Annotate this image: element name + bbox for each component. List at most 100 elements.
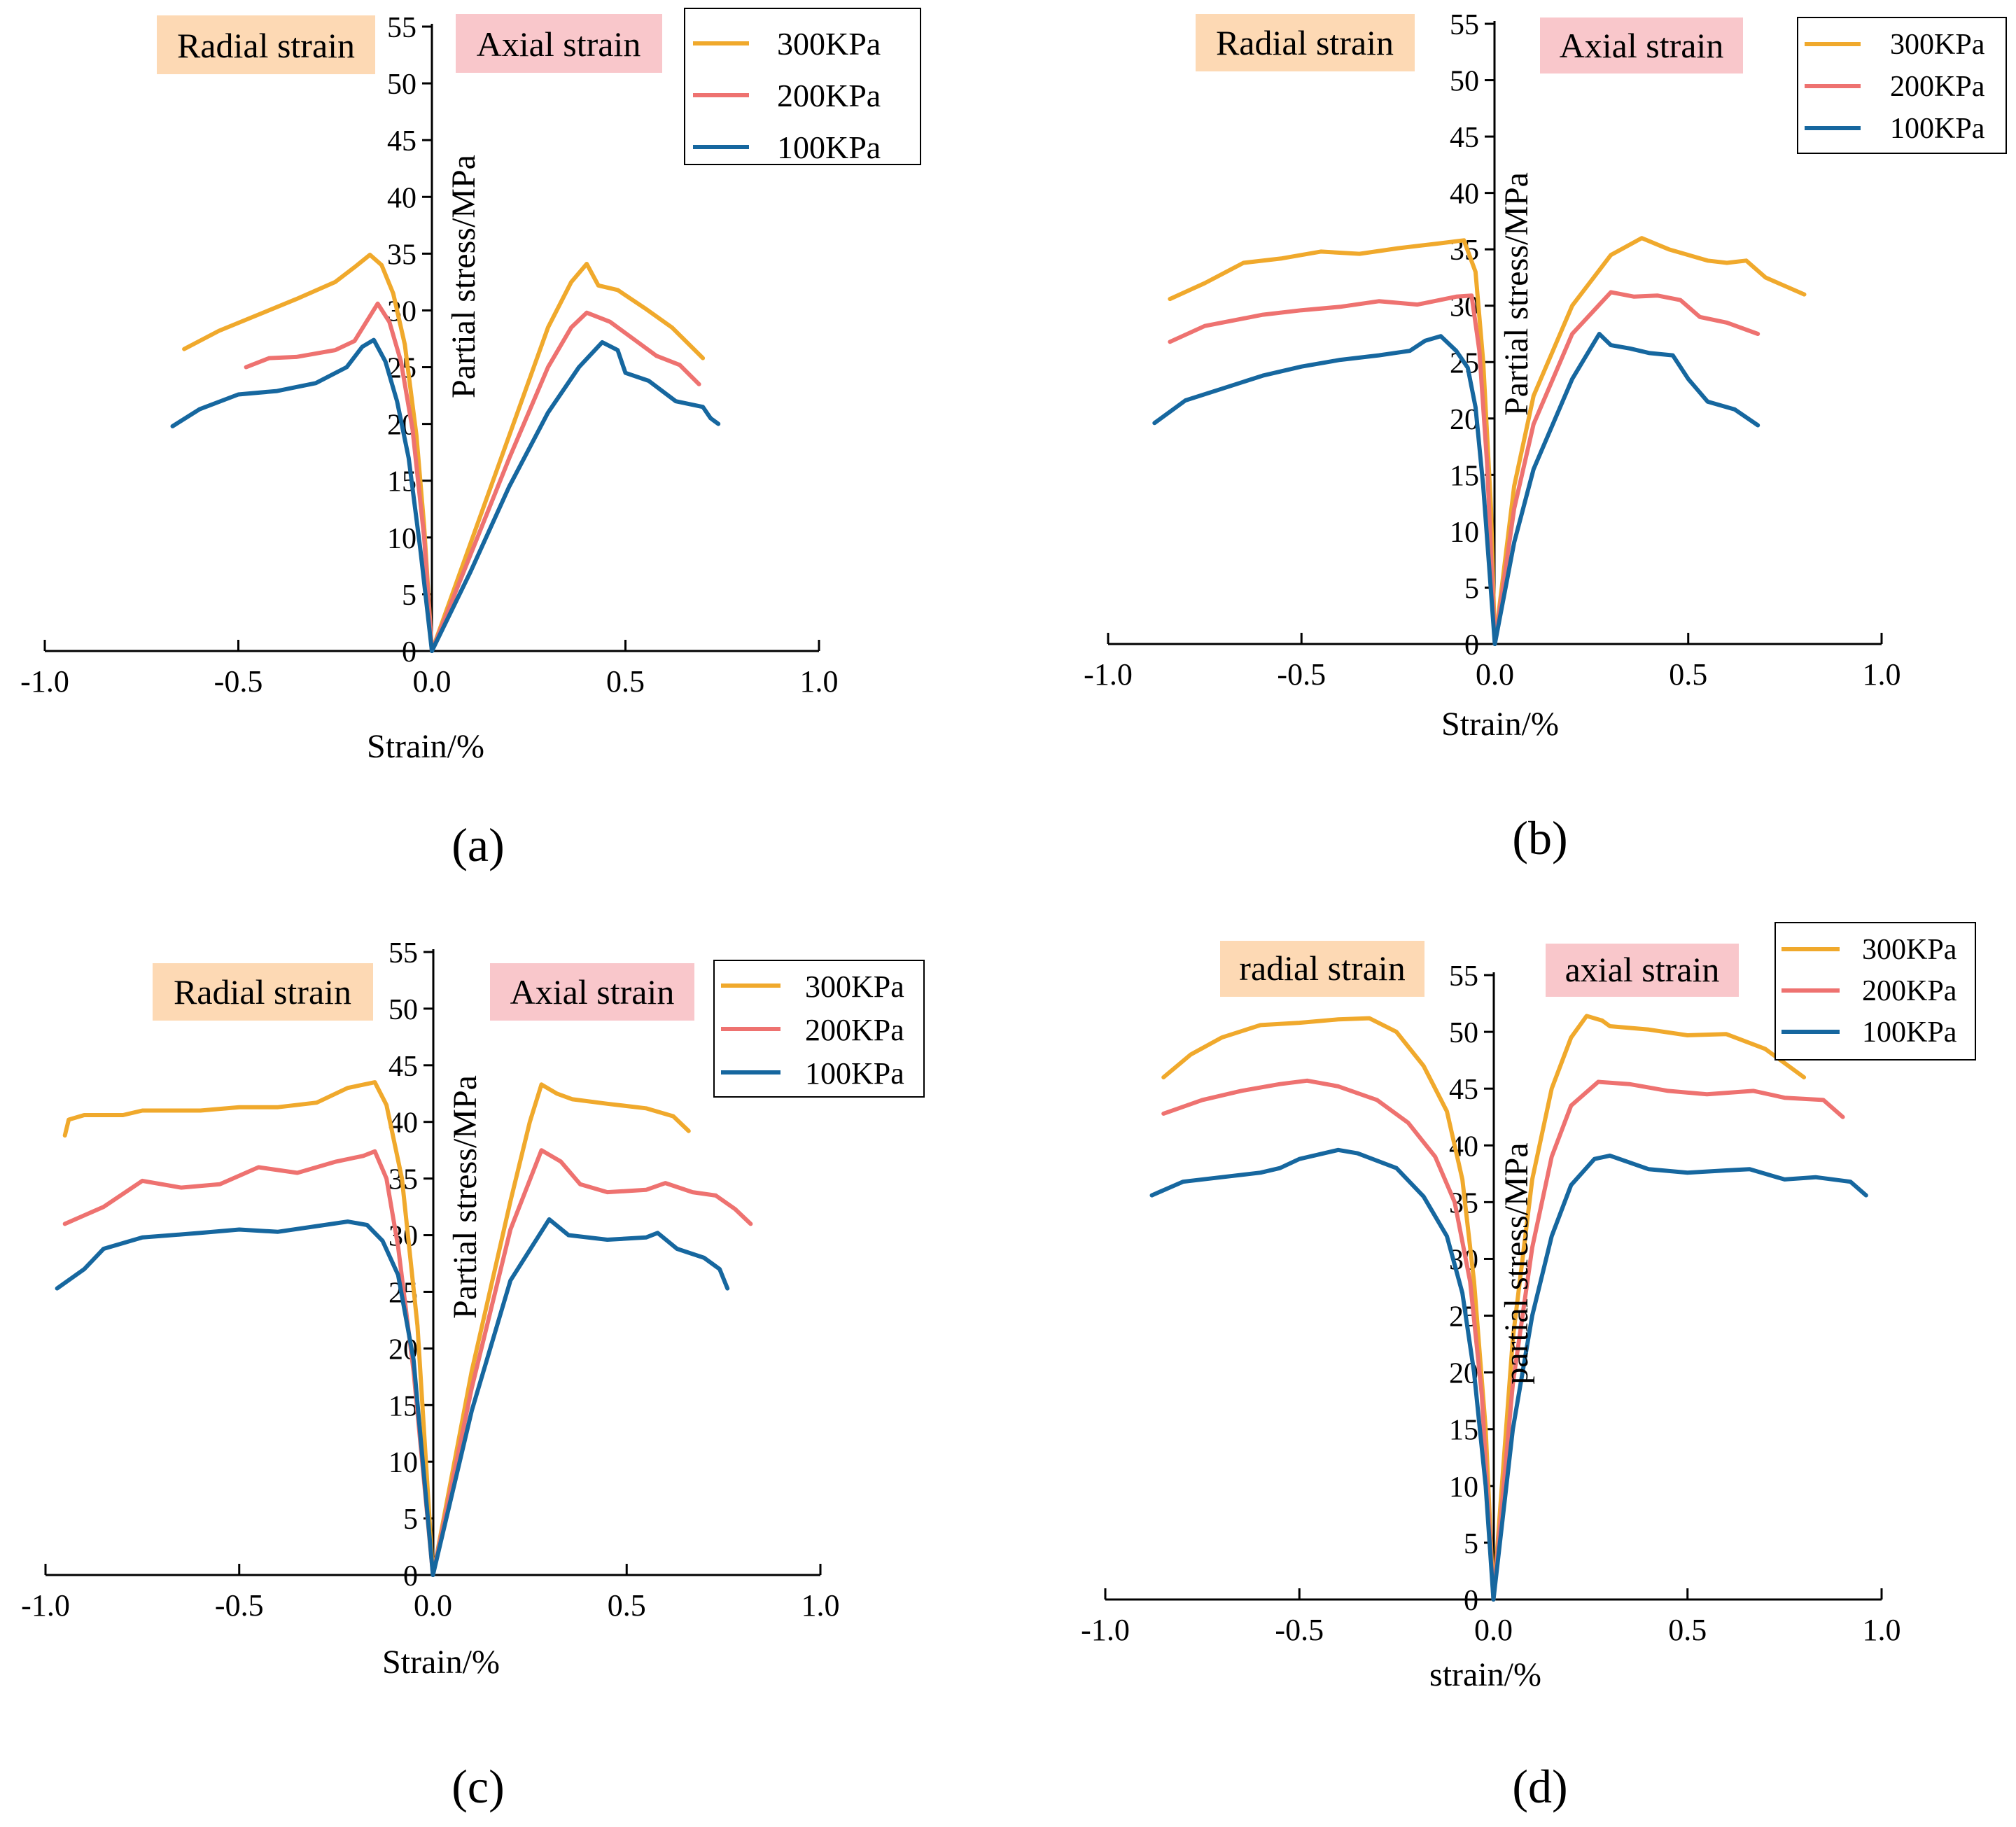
y-tick-label: 15 — [388, 1390, 418, 1422]
x-tick-label: 0.5 — [608, 1588, 646, 1623]
y-tick-label: 50 — [388, 994, 418, 1026]
legend-label-300kpa: 300KPa — [1862, 934, 1957, 966]
axial-strain-label-bg — [456, 14, 662, 73]
x-tick-label: 0.0 — [414, 1588, 452, 1623]
x-tick-label: 1.0 — [1863, 1613, 1901, 1647]
x-axis-title: Strain/% — [367, 728, 484, 765]
x-tick-label: -1.0 — [1084, 657, 1133, 692]
y-tick-label: 45 — [1450, 122, 1479, 154]
series-line-100kpa-axial — [430, 1217, 730, 1577]
y-tick-label: 0 — [1464, 629, 1479, 662]
series-line-200kpa-axial — [1492, 290, 1760, 646]
y-tick-label: 45 — [388, 1051, 418, 1083]
x-tick-label: 0.5 — [1669, 657, 1707, 692]
axial-strain-label: Axial strain — [477, 24, 641, 64]
series-line-300kpa-radial — [1161, 1016, 1496, 1602]
y-tick-label: 0 — [1464, 1585, 1478, 1617]
legend-box — [684, 8, 921, 165]
legend-d: 300KPa 200KPa 100KPa — [1774, 922, 1976, 1060]
panel-d: radial strain axial strain -1.0 -0.5 0.0 0.… — [1081, 922, 1976, 1813]
x-axis-title: Strain/% — [382, 1644, 500, 1681]
y-tick-label: 50 — [387, 69, 416, 101]
series-line-300kpa-radial — [1168, 238, 1497, 646]
series-line-200kpa-axial — [430, 310, 701, 653]
x-tick-label: 0.0 — [413, 664, 451, 699]
x-tick-label: -1.0 — [20, 664, 69, 699]
legend-c: 300KPa 200KPa 100KPa — [713, 960, 925, 1098]
series-line-100kpa-radial — [55, 1219, 435, 1577]
y-tick-label: 55 — [387, 12, 416, 44]
x-tick-label: 0.0 — [1474, 1613, 1513, 1647]
axial-strain-label-bg — [1546, 944, 1739, 997]
y-tick-label: 5 — [1464, 1528, 1478, 1560]
axial-strain-label: axial strain — [1565, 950, 1720, 989]
x-tick-label: -0.5 — [1277, 657, 1326, 692]
series-line-100kpa-radial — [1152, 334, 1497, 646]
y-tick-label: 15 — [1449, 1415, 1478, 1447]
radial-strain-label-bg — [1220, 941, 1424, 997]
y-tick-label: 45 — [1449, 1074, 1478, 1106]
x-axis-title: Strain/% — [1441, 706, 1559, 743]
radial-strain-label: Radial strain — [177, 26, 355, 65]
series-line-300kpa-axial — [430, 1082, 691, 1577]
radial-strain-label: Radial strain — [1216, 23, 1394, 62]
series-line-200kpa-axial — [430, 1148, 753, 1577]
series-line-200kpa-radial — [62, 1149, 435, 1577]
panel-c: Radial strain Axial strain -1.0 -0.5 0.0 0.… — [21, 937, 925, 1813]
series-line-200kpa-radial — [1161, 1078, 1496, 1602]
legend-label-300kpa: 300KPa — [777, 26, 881, 62]
axial-strain-label-bg — [490, 963, 694, 1021]
legend-label-100kpa: 100KPa — [1862, 1016, 1957, 1049]
legend-label-300kpa: 300KPa — [1890, 29, 1985, 61]
legend-label-300kpa: 300KPa — [805, 969, 904, 1004]
legend-label-200kpa: 200KPa — [1890, 71, 1985, 103]
panel-a: Radial strain Axial strain -1.0 -0.5 0.0 0.… — [20, 8, 921, 872]
legend-label-200kpa: 200KPa — [777, 78, 881, 113]
series-line-300kpa-axial — [1491, 1014, 1807, 1602]
y-tick-label: 55 — [388, 937, 418, 969]
legend-a: 300KPa 200KPa 100KPa — [684, 8, 921, 165]
y-tick-label: 0 — [403, 1560, 418, 1592]
panel-b: Radial strain Axial strain -1.0 -0.5 0.0 0.… — [1084, 9, 2007, 864]
y-tick-label: 35 — [387, 239, 416, 271]
y-tick-label: 5 — [403, 1504, 418, 1536]
y-tick-label: 5 — [1464, 573, 1479, 605]
y-tick-label: 10 — [387, 523, 416, 555]
x-tick-label: -0.5 — [1275, 1613, 1324, 1647]
panel-label: (c) — [451, 1760, 504, 1813]
axial-strain-label-bg — [1540, 18, 1743, 74]
y-tick-label: 40 — [387, 182, 416, 214]
series-line-300kpa-radial — [62, 1080, 435, 1577]
series-line-100kpa-radial — [170, 337, 434, 653]
x-tick-label: 1.0 — [800, 664, 839, 699]
series-line-200kpa-radial — [244, 301, 434, 653]
series-line-100kpa-axial — [1491, 1153, 1868, 1602]
x-tick-label: -0.5 — [215, 1588, 264, 1623]
y-axis-title: Partial stress/MPa — [447, 1075, 484, 1319]
legend-label-100kpa: 100KPa — [1890, 113, 1985, 145]
panel-label: (d) — [1512, 1760, 1567, 1813]
x-tick-label: -0.5 — [214, 664, 263, 699]
y-axis-title: partial stress/MPa — [1498, 1142, 1535, 1384]
y-tick-label: 55 — [1449, 960, 1478, 993]
radial-strain-label-bg — [153, 963, 373, 1021]
radial-strain-label: radial strain — [1239, 948, 1405, 988]
legend-label-100kpa: 100KPa — [805, 1056, 904, 1091]
series-line-300kpa-axial — [430, 262, 706, 653]
radial-strain-label: Radial strain — [174, 972, 351, 1011]
panel-label: (b) — [1512, 811, 1567, 864]
y-tick-label: 50 — [1449, 1017, 1478, 1049]
series-line-100kpa-axial — [1492, 332, 1760, 646]
x-tick-label: 0.5 — [606, 664, 645, 699]
radial-strain-label-bg — [157, 15, 375, 74]
axial-strain-label: Axial strain — [1560, 26, 1724, 65]
x-tick-label: 1.0 — [802, 1588, 840, 1623]
panel-label: (a) — [451, 818, 504, 872]
series-line-300kpa-axial — [1492, 236, 1807, 646]
y-tick-label: 50 — [1450, 66, 1479, 98]
